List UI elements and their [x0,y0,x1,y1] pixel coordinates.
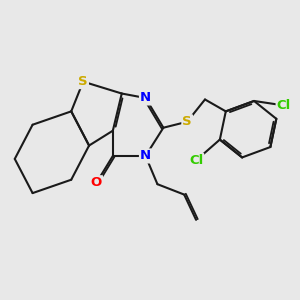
Text: S: S [182,115,192,128]
Text: S: S [78,75,88,88]
Text: N: N [140,149,151,162]
Text: Cl: Cl [277,99,291,112]
Text: Cl: Cl [189,154,203,167]
Text: N: N [140,92,151,104]
Text: O: O [91,176,102,189]
